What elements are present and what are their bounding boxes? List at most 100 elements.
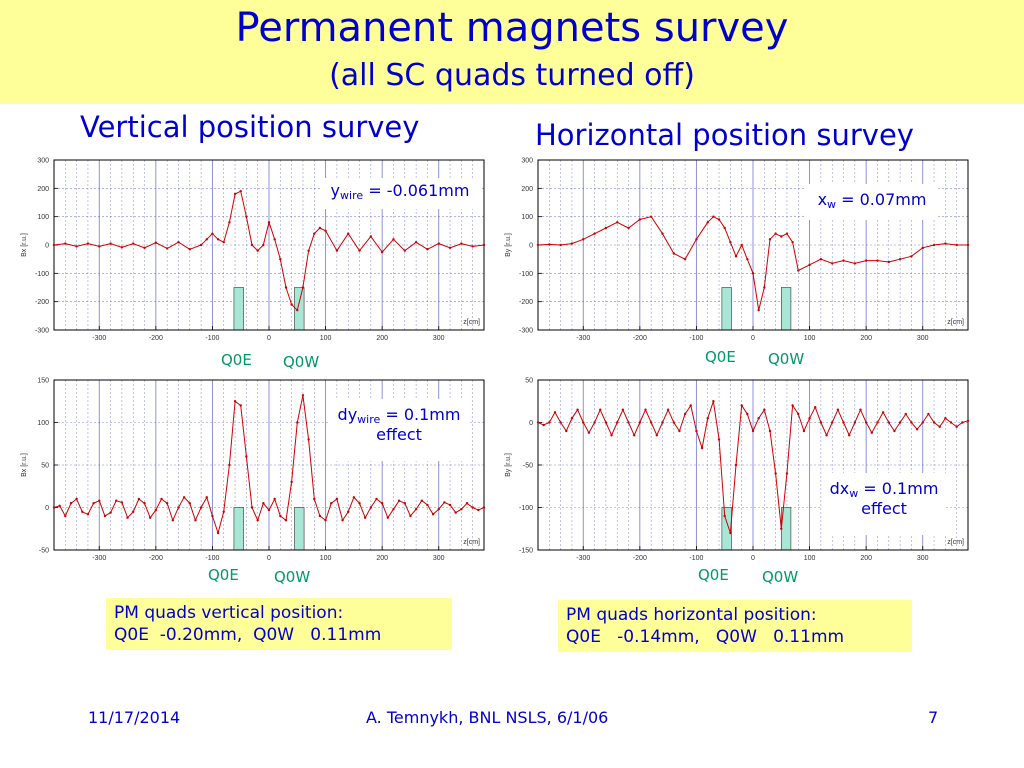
- data-point: [262, 502, 265, 505]
- data-point: [307, 438, 310, 441]
- data-point: [222, 510, 225, 513]
- quad-box-q0e: [233, 287, 244, 331]
- data-point: [431, 513, 435, 516]
- data-point: [199, 243, 203, 247]
- data-point: [347, 232, 350, 235]
- data-point: [81, 510, 84, 513]
- quad-box-q0w: [780, 287, 792, 331]
- data-point: [290, 480, 293, 484]
- data-point: [723, 226, 726, 230]
- data-point: [559, 421, 562, 424]
- data-point: [644, 408, 647, 411]
- data-point: [814, 406, 817, 409]
- data-point: [397, 499, 401, 502]
- data-point: [961, 421, 964, 424]
- data-point: [52, 243, 56, 247]
- data-point: [426, 248, 429, 251]
- data-point: [859, 408, 862, 411]
- data-point: [233, 400, 237, 403]
- data-point: [324, 229, 327, 233]
- x-tick-label: -300: [92, 555, 106, 562]
- data-point: [477, 508, 480, 512]
- data-point: [915, 428, 919, 431]
- title-banner: [0, 0, 1024, 104]
- data-point: [386, 516, 390, 519]
- data-point: [966, 243, 970, 247]
- y-tick-label: -50: [39, 548, 49, 555]
- data-point: [375, 497, 378, 501]
- data-point: [414, 240, 418, 244]
- data-point: [921, 421, 924, 424]
- data-point: [898, 257, 902, 261]
- horizontal-survey-title: Horizontal position survey: [535, 118, 914, 152]
- data-point: [318, 226, 322, 230]
- data-point: [847, 434, 851, 437]
- y-tick-label: -100: [519, 505, 533, 512]
- y-tick-label: 100: [37, 420, 49, 427]
- y-axis-label: By [r.u.]: [505, 453, 512, 477]
- data-point: [576, 408, 579, 411]
- x-tick-label: 200: [376, 335, 388, 342]
- data-point: [780, 235, 783, 238]
- x-axis-label: z[cm]: [463, 319, 480, 326]
- pm-horizontal-line2: Q0E -0.14mm, Q0W 0.11mm: [566, 627, 845, 647]
- data-point: [279, 514, 282, 518]
- x-tick-label: 0: [751, 335, 755, 342]
- data-point: [115, 499, 118, 502]
- data-point: [938, 425, 941, 428]
- data-point: [729, 240, 732, 244]
- data-point: [553, 411, 557, 414]
- data-point: [414, 508, 418, 511]
- data-point: [706, 221, 709, 224]
- data-point: [785, 472, 789, 475]
- data-point: [689, 404, 692, 407]
- y-tick-label: 100: [37, 214, 49, 221]
- data-point: [409, 514, 412, 518]
- data-point: [627, 226, 630, 230]
- data-point: [751, 272, 755, 275]
- data-point: [570, 242, 574, 245]
- data-point: [548, 243, 551, 246]
- data-point: [460, 242, 463, 245]
- data-point: [661, 421, 664, 424]
- x-tick-label: 300: [433, 555, 445, 562]
- data-point: [52, 506, 56, 509]
- data-point: [165, 247, 169, 250]
- data-point: [369, 235, 373, 238]
- data-point: [599, 408, 602, 411]
- x-tick-label: -100: [205, 335, 219, 342]
- data-point: [335, 249, 339, 252]
- data-point: [808, 263, 811, 267]
- q0e-label: Q0E: [705, 348, 736, 366]
- data-point: [341, 519, 344, 522]
- data-point: [199, 506, 203, 509]
- data-point: [944, 242, 947, 245]
- data-point: [448, 503, 452, 507]
- data-point: [910, 255, 913, 258]
- x-axis-label: z[cm]: [947, 539, 964, 546]
- data-point: [454, 511, 457, 514]
- q0e-label: Q0E: [698, 566, 729, 584]
- x-tick-label: 0: [267, 555, 271, 562]
- data-point: [893, 429, 896, 433]
- data-point: [369, 506, 373, 509]
- data-point: [279, 257, 282, 261]
- x-tick-label: 100: [804, 335, 816, 342]
- data-line: [53, 190, 485, 312]
- data-point: [222, 240, 225, 244]
- x-axis-label: z[cm]: [947, 319, 964, 326]
- y-tick-label: -300: [35, 328, 49, 335]
- y-axis-label: Bx [r.u.]: [21, 453, 28, 477]
- x-tick-label: -300: [92, 335, 106, 342]
- data-point: [273, 238, 276, 241]
- data-point: [932, 243, 936, 247]
- data-point: [250, 243, 254, 247]
- x-tick-label: -300: [576, 335, 590, 342]
- y-tick-label: 150: [37, 378, 49, 385]
- data-point: [536, 243, 540, 247]
- data-point: [661, 232, 664, 235]
- data-point: [819, 421, 823, 424]
- data-point: [751, 429, 755, 433]
- data-point: [712, 400, 715, 403]
- data-point: [228, 463, 231, 467]
